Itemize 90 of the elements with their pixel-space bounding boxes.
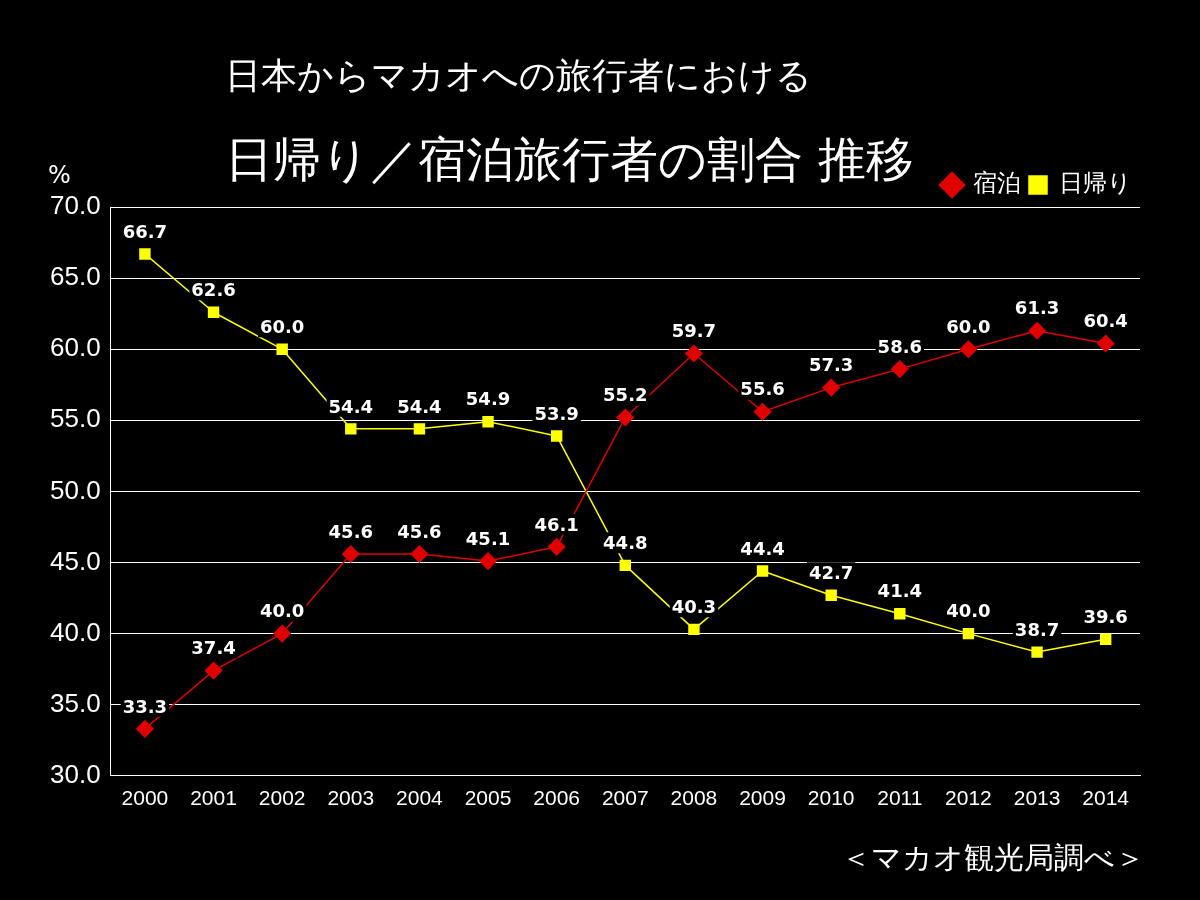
x-tick-label: 2003 [327,786,375,810]
data-label: 42.7 [808,561,854,583]
data-label: 38.7 [1014,618,1060,640]
y-tick-label: 30.0 [49,758,101,789]
y-tick-label: 40.0 [49,616,101,647]
point [822,378,840,397]
data-label: 55.6 [740,378,785,400]
legend-label: 宿泊 [973,169,1021,198]
x-tick-label: 2008 [670,786,718,810]
x-tick-label: 2006 [533,786,581,810]
point [207,306,220,318]
data-label: 60.0 [259,315,305,337]
data-label: 44.4 [740,537,785,559]
data-label: 66.7 [122,220,168,242]
point [204,661,223,680]
y-axis-title: % [48,161,71,190]
x-tick-label: 2010 [807,786,855,810]
point [345,423,357,435]
x-tick-label: 2014 [1082,786,1130,810]
x-tick-label: 2012 [945,786,992,810]
data-label: 37.4 [191,637,236,659]
data-label: 54.4 [397,395,442,417]
data-label: 46.1 [534,513,579,535]
data-label: 60.0 [946,315,991,337]
point [136,720,154,738]
point [1096,334,1115,353]
data-label: 54.4 [328,395,374,417]
data-label: 45.6 [397,520,442,542]
point [547,538,566,556]
point [413,423,426,435]
point [688,623,700,636]
data-label: 54.9 [465,388,511,410]
point [1031,646,1043,658]
point [482,416,494,428]
data-label: 40.3 [671,596,717,618]
point [410,545,429,563]
y-tick-label: 45.0 [49,545,101,576]
point [894,607,906,620]
x-tick-label: 2009 [739,786,786,810]
point [962,627,975,640]
legend-label: 日帰り [1059,169,1132,198]
data-label: 41.4 [877,580,923,602]
x-tick-label: 2002 [258,786,306,810]
point [959,340,978,358]
point [1099,633,1112,645]
x-tick-label: 2011 [877,786,923,810]
point [1028,321,1046,340]
y-tick-label: 50.0 [49,474,101,505]
data-label: 60.4 [1083,310,1128,332]
point [891,360,909,378]
x-tick-label: 2000 [121,786,169,810]
text: ＜マカオ観光局調べ＞ [841,839,1145,877]
y-tick-label: 70.0 [49,190,101,221]
point [276,343,288,355]
y-tick-label: 35.0 [49,687,101,718]
point [550,430,563,442]
data-label: 55.2 [603,384,648,406]
data-label: 62.6 [191,278,236,300]
data-label: 40.0 [946,600,991,622]
x-tick-label: 2005 [464,786,512,810]
y-tick-label: 65.0 [49,261,101,292]
y-tick-label: 60.0 [49,332,101,363]
y-tick-label: 55.0 [49,403,101,434]
point [273,624,291,643]
data-label: 45.1 [465,527,511,549]
x-tick-label: 2013 [1013,786,1061,810]
point [753,403,772,421]
data-label: 33.3 [122,695,168,717]
data-label: 53.9 [534,402,579,424]
point [756,565,769,577]
data-label: 58.6 [877,335,923,357]
point [825,589,837,601]
point [685,344,703,363]
data-label: 59.7 [671,320,717,342]
data-label: 61.3 [1014,297,1060,319]
data-label: 45.6 [328,520,374,542]
point [139,248,151,260]
data-label: 44.8 [603,532,648,554]
point [479,552,497,570]
x-tick-label: 2007 [601,786,649,810]
data-label: 39.6 [1083,605,1128,627]
data-label: 40.0 [259,600,305,622]
data-label: 57.3 [808,354,854,376]
chart-title: 日帰り／宿泊旅行者の割合 推移 [225,130,915,189]
point [616,408,635,427]
point [342,545,360,563]
x-tick-label: 2001 [190,786,237,810]
x-tick-label: 2004 [396,786,444,810]
point [619,559,631,572]
chart-subtitle: 日本からマカオへの旅行者における [225,54,812,98]
